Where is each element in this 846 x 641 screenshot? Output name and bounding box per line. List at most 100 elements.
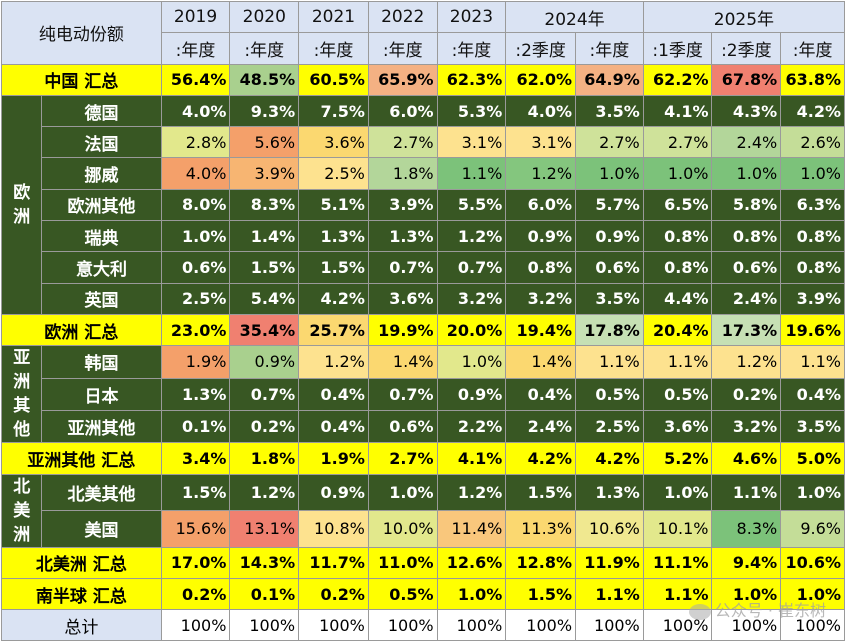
- value-cell: 1.3%: [160, 377, 231, 411]
- value-cell: 2.5%: [298, 157, 369, 190]
- year-header: 2019: [160, 0, 231, 34]
- value-cell: 2.5%: [575, 409, 644, 444]
- row-label: 亚洲其他: [41, 409, 162, 444]
- value-cell: 8.3%: [711, 510, 782, 548]
- value-cell: 4.0%: [160, 94, 231, 128]
- value-cell: 0.5%: [367, 577, 438, 611]
- value-cell: 6.0%: [505, 188, 577, 222]
- period-header-row: :年度:年度:年度:年度:年度:2季度:年度:1季度:2季度:年度: [2, 32, 845, 65]
- value-cell: 4.0%: [505, 94, 577, 128]
- value-cell: 3.1%: [436, 126, 507, 159]
- value-cell: 0.8%: [642, 251, 713, 284]
- value-cell: 1.0%: [642, 157, 713, 190]
- value-cell: 11.4%: [436, 510, 507, 548]
- value-cell: 1.5%: [505, 577, 577, 611]
- row-label: 美国: [41, 510, 162, 548]
- value-cell: 0.8%: [780, 220, 845, 253]
- value-cell: 5.7%: [575, 188, 644, 222]
- value-cell: 1.1%: [575, 345, 644, 379]
- value-cell: 2.4%: [505, 409, 577, 444]
- value-cell: 23.0%: [160, 313, 231, 347]
- value-cell: 2.7%: [367, 126, 438, 159]
- value-cell: 62.2%: [642, 63, 713, 96]
- value-cell: 3.5%: [575, 94, 644, 128]
- period-header: :1季度: [642, 32, 713, 65]
- value-cell: 3.6%: [367, 282, 438, 315]
- value-cell: 0.6%: [367, 409, 438, 444]
- row-label: 瑞典: [41, 220, 162, 253]
- value-cell: 4.0%: [160, 157, 231, 190]
- value-cell: 3.2%: [711, 409, 782, 444]
- row-label: 法国: [41, 126, 162, 159]
- value-cell: 1.2%: [505, 157, 577, 190]
- watermark-text: 公众号 · 崔东树: [714, 601, 826, 620]
- value-cell: 6.0%: [367, 94, 438, 128]
- value-cell: 100%: [160, 609, 231, 641]
- value-cell: 65.9%: [367, 63, 438, 96]
- period-header: :2季度: [711, 32, 782, 65]
- value-cell: 0.9%: [229, 345, 300, 379]
- value-cell: 0.4%: [298, 409, 369, 444]
- value-cell: 1.4%: [229, 220, 300, 253]
- value-cell: 1.0%: [436, 345, 507, 379]
- value-cell: 3.5%: [575, 282, 644, 315]
- value-cell: 0.2%: [160, 577, 231, 611]
- value-cell: 3.2%: [436, 282, 507, 315]
- value-cell: 0.1%: [229, 577, 300, 611]
- value-cell: 20.0%: [436, 313, 507, 347]
- value-cell: 10.1%: [642, 510, 713, 548]
- row-label: 亚洲其他 汇总: [1, 442, 162, 475]
- value-cell: 5.8%: [711, 188, 782, 222]
- value-cell: 3.5%: [780, 409, 845, 444]
- row-label: 德国: [41, 94, 162, 128]
- value-cell: 0.2%: [711, 377, 782, 411]
- value-cell: 2.7%: [367, 442, 438, 475]
- value-cell: 1.4%: [505, 345, 577, 379]
- value-cell: 9.6%: [780, 510, 845, 548]
- row-label: 中国 汇总: [1, 63, 162, 96]
- value-cell: 13.1%: [229, 510, 300, 548]
- value-cell: 0.6%: [575, 251, 644, 284]
- value-cell: 64.9%: [575, 63, 644, 96]
- value-cell: 2.4%: [711, 126, 782, 159]
- value-cell: 1.5%: [298, 251, 369, 284]
- row-label: 意大利: [41, 251, 162, 284]
- wechat-icon: [688, 603, 711, 620]
- value-cell: 1.1%: [780, 345, 845, 379]
- value-cell: 67.8%: [711, 63, 782, 96]
- region-label: 亚洲其他: [0, 345, 43, 444]
- value-cell: 1.2%: [436, 220, 507, 253]
- value-cell: 1.2%: [298, 345, 369, 379]
- country-row: 亚洲其他 0.1% 0.2% 0.4% 0.6% 2.2% 2.4% 2.5% 3.6% 3.2%…: [2, 409, 845, 444]
- year-header: 2024年: [505, 0, 644, 34]
- value-cell: 1.9%: [298, 442, 369, 475]
- row-label: 总计: [1, 609, 162, 641]
- row-label: 北美其他: [41, 473, 162, 512]
- value-cell: 3.9%: [780, 282, 845, 315]
- value-cell: 0.2%: [229, 409, 300, 444]
- value-cell: 4.1%: [436, 442, 507, 475]
- value-cell: 0.4%: [780, 377, 845, 411]
- value-cell: 0.8%: [711, 220, 782, 253]
- value-cell: 0.5%: [575, 377, 644, 411]
- value-cell: 1.8%: [367, 157, 438, 190]
- year-header: 2025年: [642, 0, 846, 34]
- total-row: 欧洲 汇总 23.0% 35.4% 25.7% 19.9% 20.0% 19.4% 17.8%…: [1, 313, 845, 347]
- value-cell: 0.4%: [298, 377, 369, 411]
- value-cell: 4.4%: [642, 282, 713, 315]
- value-cell: 9.4%: [711, 546, 782, 579]
- value-cell: 2.4%: [711, 282, 782, 315]
- value-cell: 1.9%: [160, 345, 231, 379]
- value-cell: 4.2%: [298, 282, 369, 315]
- row-label: 挪威: [41, 157, 162, 190]
- year-header-row: 纯电动份额 2019 2020 2021 2022 2023 2024年 2025年: [1, 0, 846, 65]
- value-cell: 3.9%: [367, 188, 438, 222]
- value-cell: 1.1%: [575, 577, 644, 611]
- period-header: :年度: [780, 32, 845, 65]
- value-cell: 10.6%: [780, 546, 845, 579]
- value-cell: 1.1%: [642, 577, 713, 611]
- watermark: 公众号 · 崔东树: [688, 597, 826, 621]
- value-cell: 5.1%: [298, 188, 369, 222]
- country-row: 英国 2.5% 5.4% 4.2% 3.6% 3.2% 3.2% 3.5% 4.4% 2.4% 3.…: [2, 282, 845, 315]
- row-label: 南半球 汇总: [1, 577, 162, 611]
